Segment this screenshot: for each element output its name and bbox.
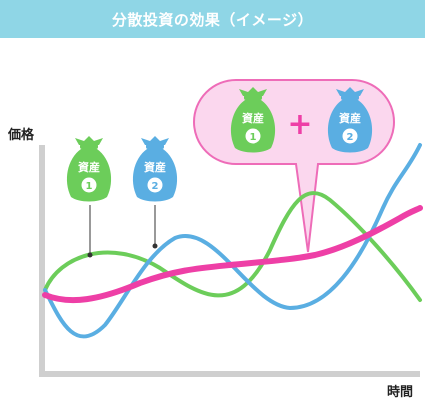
combined-line [42,205,423,304]
bag-label: 資産 [242,111,264,125]
plus-sign: + [287,107,312,142]
bag-label: 資産 [144,160,166,174]
bag-number: 2 [347,132,354,143]
bag-label: 資産 [78,160,100,174]
bag-number: 1 [86,181,93,192]
money-bag-icon-asset-1: 資産 1 [66,136,112,202]
y-axis-label: 価格 [8,128,35,143]
asset-1-pointer-dot [87,252,93,258]
bag-number: 1 [250,132,257,143]
x-axis-label: 時間 [387,385,414,400]
money-bag-icon-callout-asset-1: 資産 1 [230,87,276,153]
bag-label: 資産 [339,111,361,125]
bag-number: 2 [152,181,159,192]
money-bag-icon-callout-asset-2: 資産 2 [327,87,373,153]
money-bag-icon-asset-2: 資産 2 [132,136,178,202]
title-bar: 分散投資の効果（イメージ） [0,0,425,38]
asset-2-pointer-dot [152,243,158,249]
page-title: 分散投資の効果（イメージ） [111,10,314,29]
